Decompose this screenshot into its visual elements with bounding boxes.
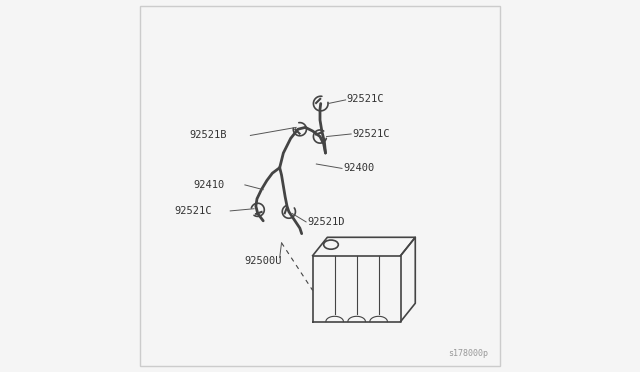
Text: 92521B: 92521B (189, 131, 227, 141)
Text: 92521C: 92521C (174, 206, 212, 215)
Text: 92410: 92410 (193, 180, 225, 190)
Text: s178000p: s178000p (449, 349, 488, 358)
Text: 92400: 92400 (343, 163, 374, 173)
Text: 92500U: 92500U (244, 256, 282, 266)
Text: 92521C: 92521C (347, 94, 384, 104)
Text: 92521D: 92521D (307, 217, 345, 227)
Text: 92521C: 92521C (352, 129, 390, 139)
